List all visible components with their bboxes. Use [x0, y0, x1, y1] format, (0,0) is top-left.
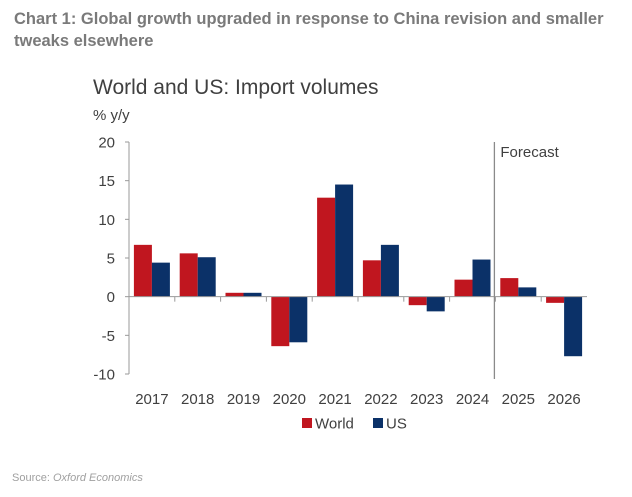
bar-world-2020	[271, 296, 290, 347]
x-tick-label: 2021	[318, 391, 351, 408]
x-tick-label: 2019	[227, 391, 260, 408]
x-tick-label: 2022	[364, 391, 397, 408]
bar-world-2021	[317, 197, 336, 297]
chart-title: World and US: Import volumes	[93, 76, 379, 99]
bar-world-2025	[500, 278, 519, 297]
x-tick-label: 2020	[273, 391, 306, 408]
legend-label-world: World	[315, 416, 354, 433]
source-note: Source: Oxford Economics	[12, 472, 143, 484]
x-tick-label: 2025	[502, 391, 535, 408]
y-tick-label: 0	[107, 289, 115, 306]
bar-world-2018	[179, 253, 198, 297]
source-label: Source:	[12, 472, 50, 484]
bar-us-2020	[289, 296, 308, 343]
bar-us-2021	[335, 184, 354, 297]
y-tick-label: -5	[102, 328, 115, 345]
bar-us-2017	[151, 262, 170, 297]
y-tick-label: 15	[98, 173, 115, 190]
x-tick-label: 2017	[135, 391, 168, 408]
x-tick-label: 2018	[181, 391, 214, 408]
x-tick-label: 2026	[547, 391, 580, 408]
source-name: Oxford Economics	[52, 472, 143, 484]
bar-us-2024	[472, 259, 491, 297]
legend-swatch-us	[373, 418, 383, 428]
y-axis-label: % y/y	[93, 107, 130, 124]
bar-us-2022	[380, 244, 399, 297]
bar-us-2018	[197, 257, 216, 297]
bar-us-2023	[426, 296, 445, 312]
bar-world-2023	[408, 296, 427, 306]
y-tick-label: -10	[93, 367, 115, 384]
legend-label-us: US	[386, 416, 407, 433]
bar-world-2022	[362, 260, 381, 297]
bar-world-2024	[454, 279, 473, 297]
document-heading: Chart 1: Global growth upgraded in respo…	[14, 10, 604, 50]
x-tick-label: 2023	[410, 391, 443, 408]
bar-us-2025	[518, 287, 537, 297]
bar-world-2017	[133, 244, 152, 297]
y-tick-label: 10	[98, 212, 115, 229]
y-tick-label: 5	[107, 251, 115, 268]
x-tick-label: 2024	[456, 391, 489, 408]
bar-world-2026	[546, 296, 565, 303]
y-tick-label: 20	[98, 135, 115, 152]
bar-world-2019	[225, 292, 244, 297]
bar-us-2026	[564, 296, 583, 357]
forecast-annotation: Forecast	[500, 144, 559, 161]
bar-us-2019	[243, 292, 262, 297]
legend-swatch-world	[302, 418, 312, 428]
